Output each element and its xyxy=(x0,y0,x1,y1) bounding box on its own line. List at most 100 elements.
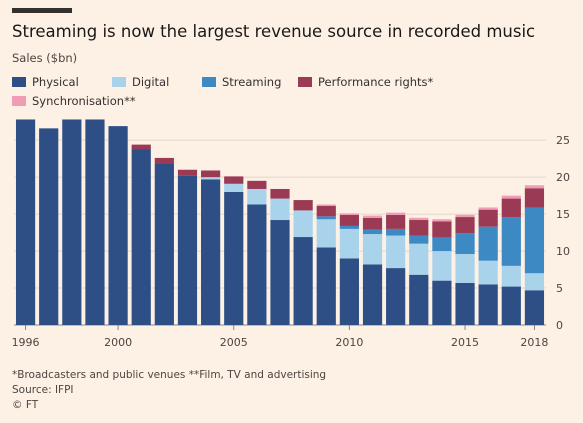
bar-2014-streaming xyxy=(432,237,452,252)
bar-2013-physical xyxy=(409,274,429,325)
bar-2007-digital xyxy=(270,198,290,221)
bar-2009-synchronisation xyxy=(316,204,336,206)
legend-label-synchronisation: Synchronisation** xyxy=(32,94,136,108)
x-tick-label: 2005 xyxy=(220,336,248,349)
bar-2012-performance-rights xyxy=(386,214,406,229)
x-tick-label: 2018 xyxy=(520,336,548,349)
y-tick-label: 10 xyxy=(556,245,570,258)
y-tick-label: 15 xyxy=(556,208,570,221)
x-tick-label: 1996 xyxy=(12,336,40,349)
bar-2014-performance-rights xyxy=(432,221,452,238)
bar-2002-physical xyxy=(154,163,174,325)
bar-2011-synchronisation xyxy=(362,215,383,218)
bar-2009-streaming xyxy=(316,216,336,220)
bar-1997-physical xyxy=(39,128,59,325)
bar-2008-digital xyxy=(293,210,313,238)
bar-2003-performance-rights xyxy=(177,169,198,176)
bar-2018-performance-rights xyxy=(524,188,545,208)
bar-2009-digital xyxy=(316,219,336,248)
bar-2011-streaming xyxy=(362,229,383,235)
y-tick-label: 20 xyxy=(556,171,570,184)
x-tick-label: 2000 xyxy=(104,336,132,349)
legend-label-physical: Physical xyxy=(32,75,79,89)
legend-item-streaming: Streaming xyxy=(202,75,281,89)
y-tick-label: 0 xyxy=(556,319,563,332)
footnote: *Broadcasters and public venues **Film, … xyxy=(12,369,327,381)
bar-2012-streaming xyxy=(386,228,406,236)
legend-label-digital: Digital xyxy=(132,75,170,89)
bar-2010-streaming xyxy=(339,225,359,229)
bar-2016-synchronisation xyxy=(478,207,498,210)
bar-2015-digital xyxy=(455,254,475,283)
chart-title: Streaming is now the largest revenue sou… xyxy=(12,22,536,41)
bar-2017-digital xyxy=(501,265,521,287)
bar-2017-performance-rights xyxy=(501,198,521,218)
bar-2006-physical xyxy=(247,204,267,325)
bar-2014-digital xyxy=(432,251,452,281)
legend-label-performance-rights: Performance rights* xyxy=(318,75,434,89)
credit: © FT xyxy=(12,399,39,411)
bar-2005-performance-rights xyxy=(224,176,244,184)
bar-2011-performance-rights xyxy=(362,217,383,230)
bar-2012-physical xyxy=(386,268,406,325)
bar-2013-digital xyxy=(409,243,429,275)
bar-2007-physical xyxy=(270,220,290,325)
legend-swatch-streaming xyxy=(202,77,216,87)
bar-2004-performance-rights xyxy=(201,170,221,178)
bar-2018-streaming xyxy=(524,207,545,274)
legend-item-physical: Physical xyxy=(12,75,79,89)
bar-2013-synchronisation xyxy=(409,217,429,221)
bar-2016-streaming xyxy=(478,226,498,261)
bar-2016-digital xyxy=(478,260,498,285)
bar-2017-streaming xyxy=(501,217,521,266)
legend-item-performance-rights: Performance rights* xyxy=(298,75,433,89)
bar-2011-physical xyxy=(362,264,383,325)
bar-2012-digital xyxy=(386,235,406,269)
bar-2009-performance-rights xyxy=(316,205,336,217)
bar-2001-physical xyxy=(131,149,151,325)
x-tick-label: 2015 xyxy=(451,336,479,349)
bar-2005-physical xyxy=(224,191,244,325)
bar-2015-physical xyxy=(455,282,475,325)
bar-2004-physical xyxy=(201,179,221,325)
bar-2017-synchronisation xyxy=(501,195,521,199)
legend-item-synchronisation: Synchronisation** xyxy=(12,94,136,108)
bar-1996-physical xyxy=(15,119,36,325)
bar-2003-physical xyxy=(177,175,198,325)
legend-swatch-performance-rights xyxy=(298,77,312,87)
bar-2004-digital xyxy=(201,177,221,180)
legend-item-digital: Digital xyxy=(112,75,169,89)
bar-2008-physical xyxy=(293,237,313,325)
bar-2016-performance-rights xyxy=(478,209,498,227)
bar-2016-physical xyxy=(478,284,498,325)
bar-2010-synchronisation xyxy=(339,213,359,215)
legend-swatch-physical xyxy=(12,77,26,87)
bar-1999-physical xyxy=(85,119,105,325)
bar-2013-performance-rights xyxy=(409,220,429,236)
bar-2018-synchronisation xyxy=(524,185,545,189)
bar-2012-synchronisation xyxy=(386,212,406,215)
bar-2017-physical xyxy=(501,286,521,325)
bar-2001-performance-rights xyxy=(131,144,151,150)
bar-1998-physical xyxy=(62,119,82,325)
bar-2010-performance-rights xyxy=(339,214,359,226)
bar-2006-digital xyxy=(247,188,267,205)
bar-2008-performance-rights xyxy=(293,200,313,211)
bar-2007-performance-rights xyxy=(270,188,290,199)
y-tick-label: 25 xyxy=(556,134,570,147)
ft-top-rule xyxy=(12,8,72,13)
bar-2018-physical xyxy=(524,290,545,325)
chart-subtitle: Sales ($bn) xyxy=(12,51,78,65)
bar-2000-physical xyxy=(108,126,128,325)
bar-2018-digital xyxy=(524,273,545,291)
bar-2014-physical xyxy=(432,280,452,325)
bar-2009-physical xyxy=(316,247,336,326)
x-tick-label: 2010 xyxy=(335,336,363,349)
bar-2010-physical xyxy=(339,258,359,325)
bar-2015-performance-rights xyxy=(455,217,475,234)
bar-2002-performance-rights xyxy=(154,157,174,164)
bar-2005-digital xyxy=(224,183,244,192)
bar-2015-streaming xyxy=(455,233,475,255)
source: Source: IFPI xyxy=(12,384,74,396)
